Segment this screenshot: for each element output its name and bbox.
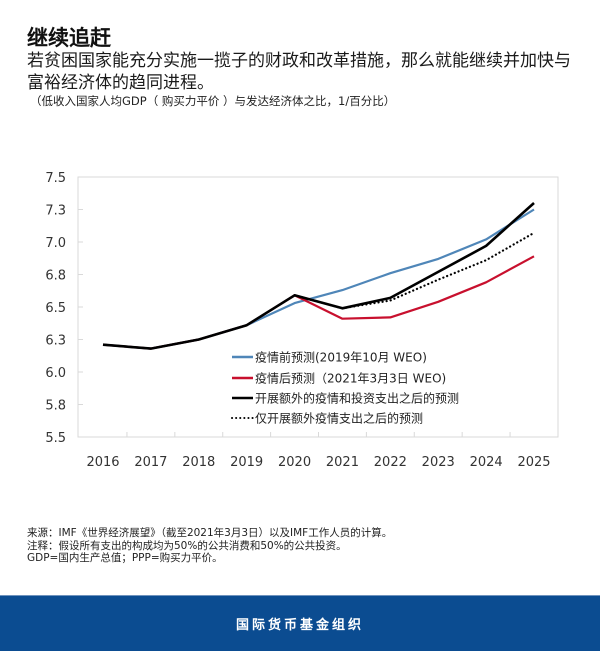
y-tick-label: 7.5 (45, 171, 66, 186)
x-tick-label: 2019 (230, 455, 263, 470)
x-tick-label: 2018 (182, 455, 215, 470)
y-tick-label: 5.5 (45, 431, 66, 446)
series-pandemic-and-investment (103, 203, 534, 349)
x-tick-label: 2022 (374, 455, 407, 470)
legend-label: 疫情前预测(2019年10月 WEO) (255, 350, 427, 365)
org-name: 国际货币基金组织 (236, 614, 364, 633)
x-tick-label: 2017 (134, 455, 167, 470)
series-pre-pandemic (103, 210, 534, 349)
y-tick-label: 7.0 (45, 236, 66, 251)
y-tick-label: 6.3 (45, 334, 66, 349)
x-tick-label: 2016 (86, 455, 119, 470)
y-tick-label: 6.0 (45, 366, 66, 381)
y-tick-label: 6.8 (45, 269, 66, 284)
footnotes: 来源：IMF《世界经济展望》（截至2021年3月3日）以及IMF工作人员的计算。… (27, 527, 392, 565)
y-tick-label: 6.5 (45, 301, 66, 316)
legend-label: 疫情后预测（2021年3月3日 WEO) (255, 371, 446, 386)
y-axis: 5.5 5.8 6.0 6.3 6.5 6.8 7.0 7.3 7.5 (45, 171, 83, 446)
x-tick-label: 2021 (326, 455, 359, 470)
footer-bar: 国际货币基金组织 (0, 595, 600, 651)
x-tick-label: 2025 (517, 455, 550, 470)
x-tick-label: 2020 (278, 455, 311, 470)
abbreviation-note: GDP=国内生产总值；PPP=购买力平价。 (27, 552, 392, 565)
series-pandemic-only (295, 233, 534, 308)
legend-label: 仅开展额外疫情支出之后的预测 (255, 411, 423, 426)
legend: 疫情前预测(2019年10月 WEO) 疫情后预测（2021年3月3日 WEO) 开… (232, 350, 459, 426)
assumption-note: 注释：假设所有支出的构成均为50%的公共消费和50%的公共投资。 (27, 540, 392, 553)
x-tick-label: 2024 (470, 455, 503, 470)
line-chart: 5.5 5.8 6.0 6.3 6.5 6.8 7.0 7.3 7.5 2016 2017 2018… (0, 0, 600, 480)
legend-label: 开展额外的疫情和投资支出之后的预测 (255, 391, 459, 406)
x-axis: 2016 2017 2018 2019 2020 2021 2022 2023 2024 2025 (86, 432, 550, 470)
series-group (103, 203, 534, 349)
x-tick-label: 2023 (422, 455, 455, 470)
source-note: 来源：IMF《世界经济展望》（截至2021年3月3日）以及IMF工作人员的计算。 (27, 527, 392, 540)
y-tick-label: 5.8 (45, 399, 66, 414)
y-tick-label: 7.3 (45, 204, 66, 219)
